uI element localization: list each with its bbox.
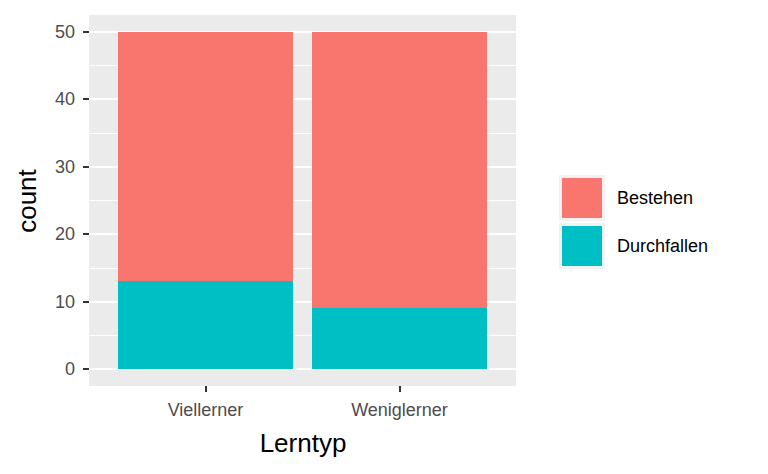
y-tick-mark	[83, 166, 89, 168]
durchfallen-swatch	[562, 226, 602, 266]
legend-entry-bestehen: Bestehen	[559, 175, 708, 221]
x-tick-mark	[205, 386, 207, 392]
bar-weniglerner-durchfallen	[312, 308, 487, 369]
y-tick-label: 50	[25, 22, 75, 42]
x-tick-label: Viellerner	[168, 400, 244, 420]
y-tick-label: 10	[25, 292, 75, 312]
x-axis-title: Lerntyp	[260, 428, 347, 459]
plot-panel	[89, 15, 516, 386]
y-tick-label: 40	[25, 89, 75, 109]
y-tick-mark	[83, 31, 89, 33]
y-tick-label: 0	[25, 359, 75, 379]
bar-weniglerner-bestehen	[312, 32, 487, 309]
legend-label: Bestehen	[617, 188, 693, 209]
y-tick-mark	[83, 233, 89, 235]
legend-key	[559, 175, 605, 221]
bar-viellerner-durchfallen	[118, 281, 293, 369]
legend-entry-durchfallen: Durchfallen	[559, 223, 708, 269]
stacked-bar-chart-figure: 01020304050 ViellernerWeniglerner count …	[0, 0, 768, 474]
legend-key	[559, 223, 605, 269]
y-axis-title: count	[12, 169, 43, 233]
legend-label: Durchfallen	[617, 236, 708, 257]
x-tick-label: Weniglerner	[351, 400, 448, 420]
y-tick-mark	[83, 98, 89, 100]
y-tick-mark	[83, 368, 89, 370]
bestehen-swatch	[562, 178, 602, 218]
bar-viellerner-bestehen	[118, 32, 293, 282]
legend: Bestehen Durchfallen	[559, 175, 708, 271]
y-tick-mark	[83, 301, 89, 303]
x-tick-mark	[399, 386, 401, 392]
